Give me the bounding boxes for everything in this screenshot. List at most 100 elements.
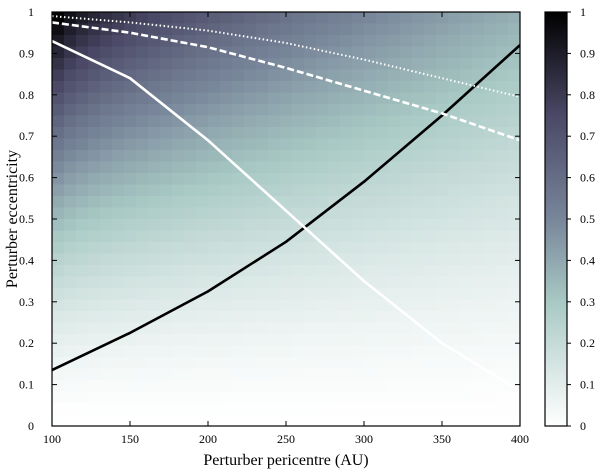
heatmap-cell [304,127,317,140]
heatmap-cell [244,138,257,151]
heatmap-cell [508,391,520,404]
heatmap-cell [100,92,113,105]
heatmap-cell [76,265,89,278]
heatmap-cell [448,299,461,312]
heatmap-cell [316,265,329,278]
heatmap-cell [268,69,281,82]
heatmap-cell [124,265,137,278]
heatmap-cell [388,265,401,278]
heatmap-cell [100,207,113,220]
heatmap-cell [388,46,401,59]
heatmap-cell [64,299,77,312]
heatmap-cell [136,368,149,381]
heatmap-cell [256,196,269,209]
heatmap-cell [136,23,149,36]
y-tick-label: 0.3 [19,295,34,309]
heatmap-cell [412,230,425,243]
heatmap-cell [448,196,461,209]
heatmap-cell [328,173,341,186]
heatmap-cell [280,253,293,266]
heatmap-cell [208,414,221,426]
heatmap-cell [436,207,449,220]
heatmap-cell [304,230,317,243]
heatmap-cell [340,403,353,416]
heatmap-cell [280,380,293,393]
heatmap-cell [124,345,137,358]
heatmap-cell [196,92,209,105]
heatmap-cell [220,299,233,312]
heatmap-cell [364,322,377,335]
heatmap-cell [268,265,281,278]
heatmap-cell [88,196,101,209]
heatmap-cell [508,184,520,197]
heatmap-cell [424,23,437,36]
heatmap-cell [472,150,485,163]
heatmap-cell [184,173,197,186]
heatmap-cell [484,380,497,393]
heatmap-cell [376,230,389,243]
heatmap-cell [244,184,257,197]
heatmap-cell [508,161,520,174]
heatmap-cell [376,253,389,266]
heatmap-cell [196,12,209,25]
heatmap-cell [148,12,161,25]
heatmap-cell [472,184,485,197]
heatmap-cell [268,207,281,220]
heatmap-cell [496,184,509,197]
heatmap-cell [472,380,485,393]
heatmap-cell [208,403,221,416]
heatmap-cell [100,368,113,381]
heatmap-cell [208,391,221,404]
heatmap-cell [172,380,185,393]
heatmap-cell [244,311,257,324]
heatmap-cell [136,288,149,301]
heatmap-cell [220,104,233,117]
heatmap-cell [184,380,197,393]
heatmap-cell [484,23,497,36]
heatmap-cell [136,150,149,163]
heatmap-cell [448,58,461,71]
x-axis-label: Perturber pericentre (AU) [203,452,368,469]
heatmap-cell [88,242,101,255]
heatmap-cell [412,334,425,347]
heatmap-cell [280,345,293,358]
heatmap-cell [232,345,245,358]
heatmap-cell [496,345,509,358]
heatmap-cell [292,58,305,71]
heatmap-cell [496,46,509,59]
heatmap-cell [412,23,425,36]
heatmap-cell [268,138,281,151]
x-tick-label: 150 [121,432,139,446]
heatmap-cell [148,81,161,94]
heatmap-cell [496,104,509,117]
heatmap-cell [388,81,401,94]
heatmap-cell [460,253,473,266]
x-tick-label: 350 [433,432,451,446]
heatmap-cell [256,173,269,186]
heatmap-cell [364,380,377,393]
heatmap-cell [244,46,257,59]
heatmap-cell [376,391,389,404]
heatmap-cell [508,230,520,243]
heatmap-cell [316,276,329,289]
heatmap-cell [220,92,233,105]
heatmap-cell [196,35,209,48]
heatmap-cell [508,311,520,324]
heatmap-cell [352,357,365,370]
x-tick-label: 300 [355,432,373,446]
heatmap-cell [124,357,137,370]
heatmap-cell [352,334,365,347]
heatmap-cell [472,127,485,140]
heatmap-cell [196,81,209,94]
heatmap-cell [400,380,413,393]
heatmap-cell [340,127,353,140]
heatmap-cell [256,357,269,370]
heatmap-cell [448,150,461,163]
heatmap-cell [376,23,389,36]
heatmap-cell [448,219,461,232]
heatmap-cell [292,207,305,220]
heatmap-cell [136,58,149,71]
heatmap-cell [148,127,161,140]
heatmap-cell [208,69,221,82]
heatmap-cell [460,196,473,209]
